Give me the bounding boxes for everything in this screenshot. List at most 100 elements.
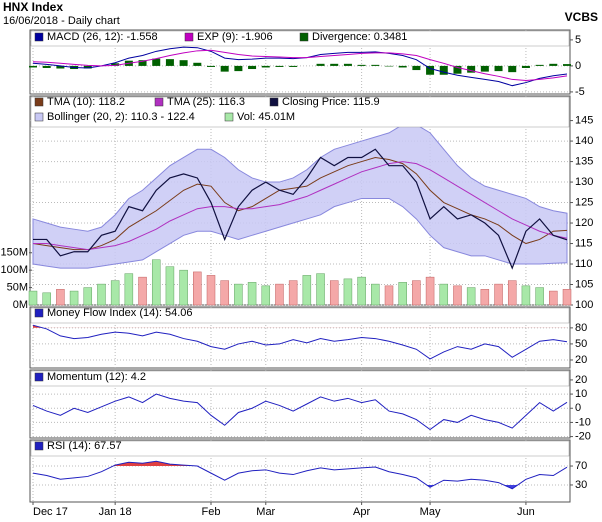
- divergence-bar: [261, 65, 270, 68]
- divergence-bar: [535, 64, 544, 66]
- y-tick-label: 130: [575, 176, 593, 188]
- volume-bar: [371, 283, 380, 306]
- oversold-fill: [33, 484, 567, 489]
- divergence-bar: [248, 65, 257, 70]
- volume-bar: [261, 285, 271, 306]
- divergence-bar: [508, 65, 517, 73]
- x-tick-label: Dec 17: [33, 506, 68, 518]
- indicator-line: [33, 161, 568, 251]
- legend-label: TMA (10): 118.2: [47, 96, 125, 108]
- volume-bar: [453, 285, 462, 306]
- y-tick-label: 0: [575, 60, 581, 72]
- y-tick-label: 110: [575, 258, 593, 270]
- y-tick-label: 115: [575, 237, 593, 249]
- divergence-bar: [111, 63, 120, 66]
- legend-label: Bollinger (20, 2): 110.3 - 122.4: [47, 111, 195, 123]
- y-tick-label: 125: [575, 196, 593, 208]
- volume-bar: [165, 266, 175, 306]
- y-tick-label: 30: [575, 479, 587, 491]
- y2-tick-label: 100M: [0, 264, 28, 276]
- volume-bar: [412, 280, 421, 306]
- divergence-bar: [138, 60, 147, 66]
- legend-swatch: [224, 112, 234, 122]
- volume-bar: [357, 276, 366, 306]
- divergence-bar: [152, 58, 161, 66]
- x-tick-label: Feb: [202, 506, 221, 518]
- divergence-bar: [330, 63, 339, 66]
- divergence-bar: [207, 65, 215, 67]
- divergence-bar: [56, 65, 65, 69]
- legend-swatch: [34, 112, 44, 122]
- volume-bar: [425, 276, 435, 306]
- volume-bar: [42, 292, 51, 306]
- legend-label: Vol: 45.01M: [237, 111, 295, 123]
- legend-label: Closing Price: 115.9: [282, 96, 380, 108]
- volume-bar: [206, 275, 216, 306]
- divergence-bar: [165, 59, 174, 66]
- divergence-bar: [426, 65, 435, 75]
- divergence-bar: [549, 63, 558, 66]
- indicator-line: [32, 460, 568, 490]
- volume-bar: [329, 280, 339, 306]
- x-tick-label: Mar: [256, 506, 275, 518]
- volume-bar: [384, 285, 394, 306]
- divergence-bar: [29, 65, 37, 68]
- x-tick-label: Jun: [517, 506, 535, 518]
- volume-bar: [480, 289, 490, 306]
- volume-bar: [97, 283, 106, 306]
- y-tick-label: 0: [575, 402, 581, 414]
- divergence-bar: [453, 65, 462, 74]
- legend-swatch: [184, 32, 194, 42]
- bollinger-band: [32, 124, 568, 269]
- volume-bar: [316, 273, 325, 306]
- x-tick-label: May: [420, 506, 441, 518]
- indicator-line: [32, 393, 568, 431]
- divergence-bar: [42, 65, 51, 68]
- divergence-bar: [385, 65, 393, 67]
- y-tick-label: 105: [575, 278, 593, 290]
- divergence-bar: [371, 64, 380, 66]
- legend-swatch: [34, 441, 44, 451]
- indicator-line: [32, 49, 568, 81]
- volume-bar: [138, 276, 147, 306]
- divergence-bar: [398, 65, 407, 68]
- volume-bar: [151, 259, 161, 306]
- y-tick-label: 10: [575, 388, 587, 400]
- divergence-bar: [412, 65, 421, 71]
- x-tick-label: Jan 18: [99, 506, 132, 518]
- legend-swatch: [34, 308, 44, 318]
- y2-tick-label: 0M: [13, 299, 28, 311]
- volume-bar: [494, 283, 503, 306]
- volume-bar: [220, 280, 229, 306]
- legend-swatch: [34, 32, 44, 42]
- legend-swatch: [269, 97, 279, 107]
- volume-bar: [343, 278, 353, 306]
- volume-bar: [69, 290, 79, 306]
- y2-tick-label: 150M: [0, 247, 28, 259]
- divergence-bar: [480, 65, 489, 72]
- y-tick-label: -10: [575, 416, 591, 428]
- source: VCBS: [565, 10, 598, 24]
- legend-label: Money Flow Index (14): 54.06: [47, 307, 193, 319]
- legend-swatch: [34, 372, 44, 382]
- divergence-bar: [563, 64, 571, 66]
- divergence-bar: [193, 62, 202, 66]
- volume-bar: [562, 289, 572, 306]
- y-tick-label: -5: [575, 86, 585, 98]
- y-tick-label: -20: [575, 430, 591, 442]
- legend-background: [30, 96, 570, 128]
- volume-bar: [28, 290, 38, 306]
- indicator-line: [32, 46, 568, 87]
- volume-bar: [288, 280, 298, 306]
- divergence-bar: [521, 65, 530, 68]
- volume-bar: [234, 283, 243, 306]
- volume-bar: [439, 283, 449, 306]
- divergence-bar: [343, 63, 352, 66]
- volume-bar: [179, 269, 188, 306]
- volume-bar: [56, 289, 65, 306]
- indicator-line: [32, 324, 568, 360]
- legend-label: TMA (25): 116.3: [167, 96, 245, 108]
- volume-bar: [507, 280, 517, 306]
- divergence-bar: [439, 65, 448, 75]
